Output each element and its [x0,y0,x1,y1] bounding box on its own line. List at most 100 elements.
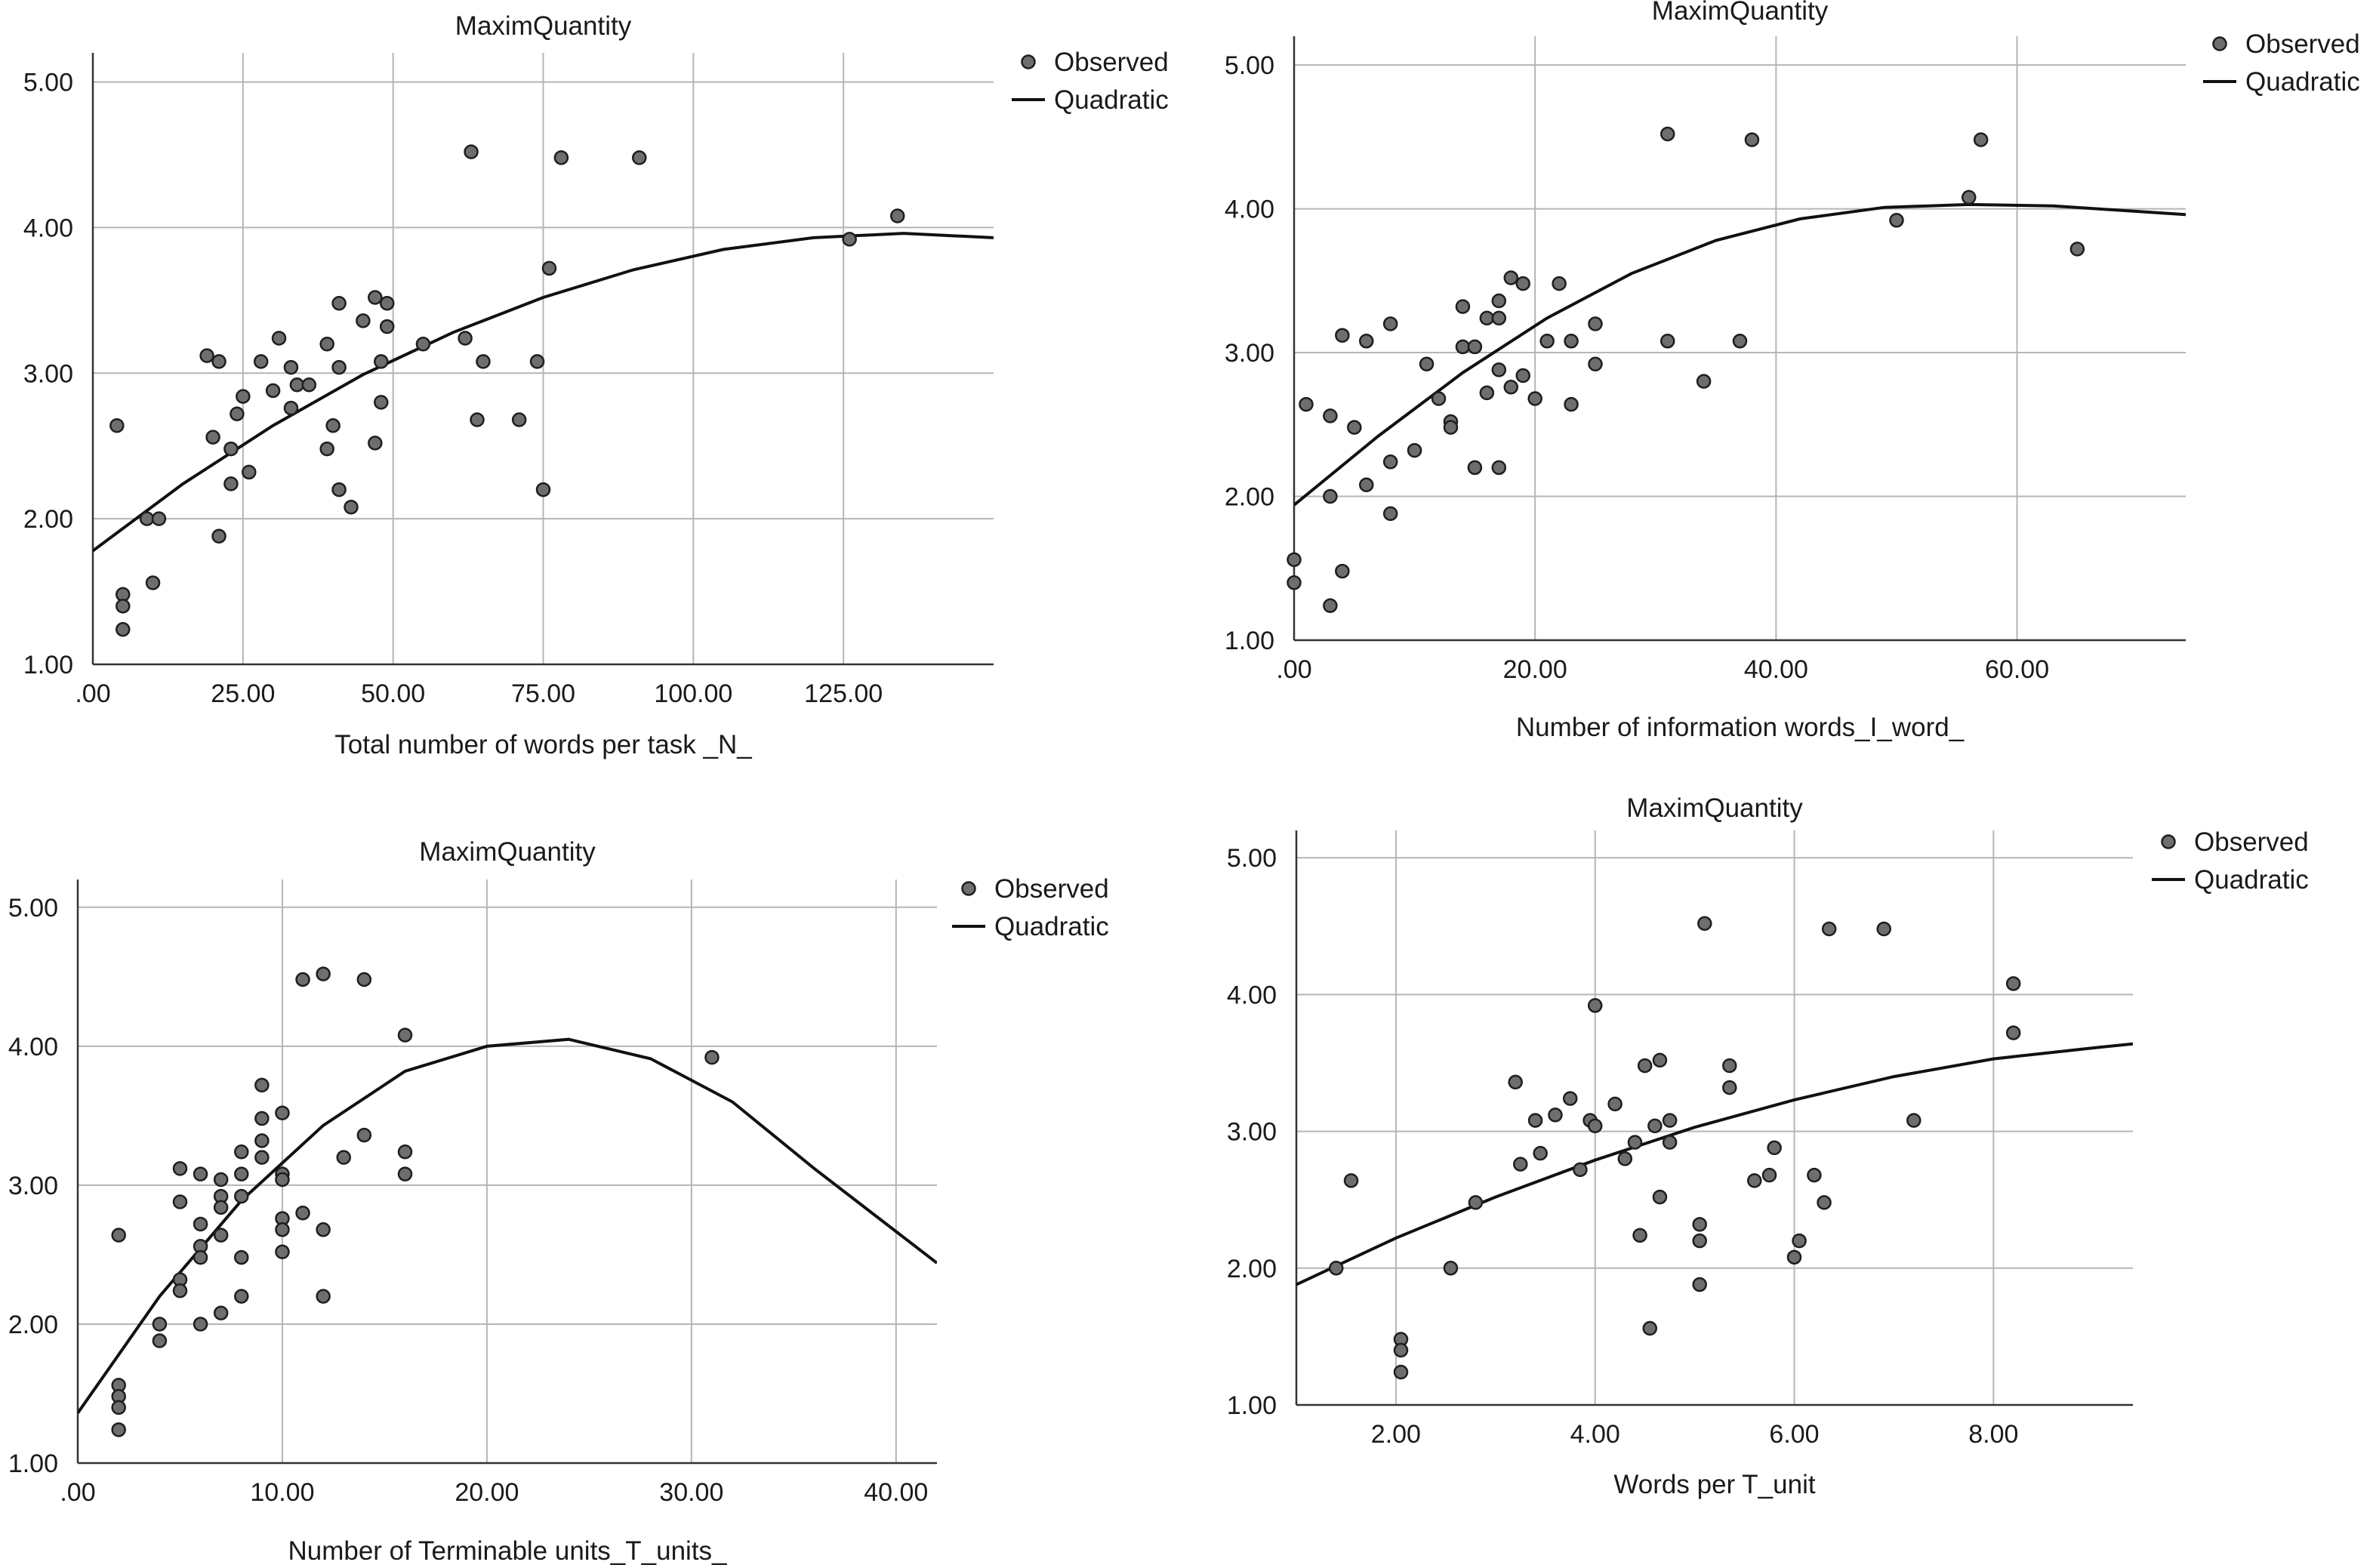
observed-point [1527,391,1542,406]
observed-point [193,1216,208,1232]
observed-point [1359,334,1374,349]
observed-point [254,1111,270,1126]
y-tick-label: 1.00 [8,1449,58,1478]
observed-point [1503,380,1519,395]
x-tick-label: 8.00 [1968,1420,2018,1449]
observed-point [397,1144,413,1160]
observed-point [111,1228,126,1243]
observed-point [1652,1189,1668,1205]
observed-point [336,1150,351,1165]
observed-point [283,359,299,375]
observed-point [397,1166,413,1181]
observed-point [242,464,257,480]
observed-point [1692,1217,1707,1232]
observed-point [236,389,251,404]
observed-point [1508,1074,1523,1090]
y-tick-label: 4.00 [1225,196,1274,224]
x-tick-label: .00 [75,679,110,708]
observed-point [1587,1118,1603,1134]
observed-point [1513,1157,1528,1172]
observed-points [1287,126,2085,614]
observed-point [331,295,347,311]
observed-point [1722,1058,1737,1074]
observed-point [139,511,155,526]
observed-point [1552,276,1567,291]
observed-point [265,383,281,399]
observed-point [254,1077,270,1093]
observed-point [374,354,389,369]
observed-point [1761,1167,1777,1183]
observed-point [1299,396,1314,412]
observed-point [1732,334,1748,349]
observed-point [1287,552,1302,568]
x-tick-label: 100.00 [654,679,732,708]
observed-point [116,599,131,614]
observed-point [283,400,299,416]
observed-point [1491,460,1507,476]
observed-point [553,150,569,165]
observed-point [368,290,383,305]
x-tick-label: 40.00 [1744,655,1808,684]
observed-point [1407,442,1422,458]
legend-label-observed: Observed [994,874,1109,904]
observed-point [1821,921,1837,937]
observed-point [223,476,239,491]
y-tick-label: 4.00 [8,1033,58,1061]
observed-point [172,1283,188,1298]
observed-point [1455,339,1471,355]
observed-point [1491,293,1507,309]
observed-point [193,1317,208,1332]
observed-point [316,1289,331,1304]
legend-label-quadratic: Quadratic [2245,67,2360,97]
observed-point [172,1161,188,1176]
observed-point [397,1027,413,1043]
observed-point [253,354,269,369]
observed-point [529,354,545,369]
y-tick-label: 3.00 [8,1172,58,1200]
observed-point [1588,316,1603,331]
observed-point [379,319,395,334]
legend-marker-observed [2161,834,2176,849]
observed-point [1382,454,1398,470]
observed-point [1747,1173,1762,1188]
observed-point [374,395,389,410]
observed-point [356,1127,372,1143]
legend: Observed Quadratic [952,874,1109,941]
observed-point [2005,1025,2021,1040]
observed-point [151,511,167,526]
y-tick-label: 2.00 [1227,1255,1277,1283]
observed-point [116,621,131,637]
chart-title: MaximQuantity [419,837,596,867]
observed-point [458,331,473,346]
observed-point [1786,1249,1802,1265]
y-tick-label: 4.00 [1227,981,1277,1009]
observed-point [368,436,383,451]
observed-point [111,1422,126,1437]
observed-point [1906,1113,1921,1128]
observed-point [325,417,341,433]
observed-point [1468,1195,1484,1210]
observed-point [1562,1091,1578,1106]
observed-point [230,406,245,422]
observed-point [1642,1320,1658,1336]
observed-point [193,1249,208,1265]
x-tick-label: 125.00 [804,679,883,708]
observed-point [301,377,317,393]
x-tick-label: 75.00 [511,679,575,708]
observed-point [1287,575,1302,590]
observed-point [379,295,395,311]
observed-point [295,1205,310,1221]
y-tick-label: 1.00 [1225,627,1274,655]
observed-point [1515,276,1530,291]
observed-point [1323,598,1338,614]
observed-point [1697,916,1712,931]
observed-point [211,354,227,369]
y-tick-label: 5.00 [1227,844,1277,873]
observed-point [464,144,479,159]
legend: Observed Quadratic [2152,827,2309,895]
x-axis-label: Number of Terminable units_T_units_ [288,1536,727,1566]
x-tick-label: .00 [1276,655,1311,684]
observed-point [1660,126,1675,142]
gridlines [1296,830,2133,1405]
